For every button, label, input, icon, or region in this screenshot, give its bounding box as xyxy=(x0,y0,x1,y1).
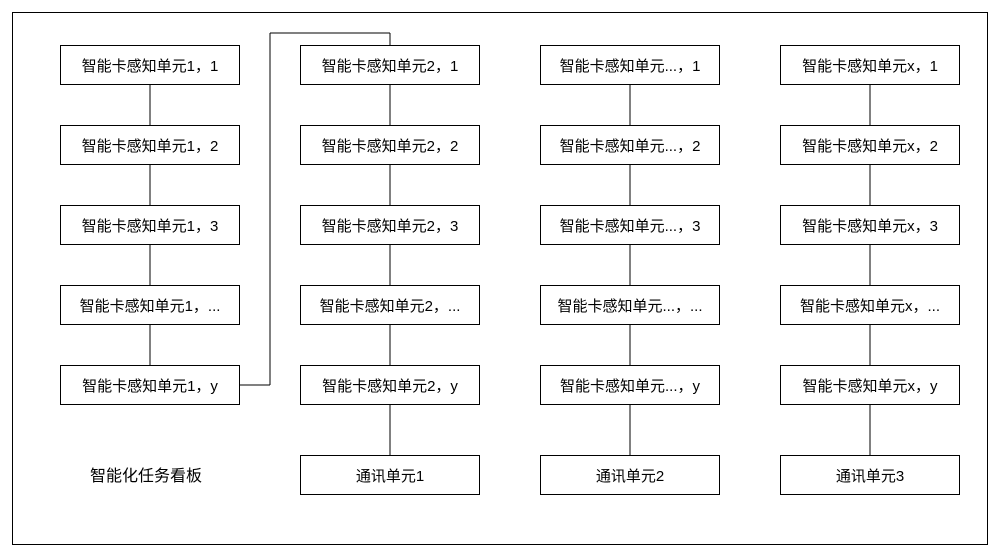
sensing-unit-node: 智能卡感知单元1，... xyxy=(60,285,240,325)
sensing-unit-node: 智能卡感知单元1，2 xyxy=(60,125,240,165)
sensing-unit-node: 智能卡感知单元x，1 xyxy=(780,45,960,85)
sensing-unit-node: 智能卡感知单元...，1 xyxy=(540,45,720,85)
sensing-unit-node: 智能卡感知单元x，y xyxy=(780,365,960,405)
sensing-unit-node: 智能卡感知单元...，y xyxy=(540,365,720,405)
sensing-unit-node: 智能卡感知单元2，... xyxy=(300,285,480,325)
board-caption: 智能化任务看板 xyxy=(90,462,202,486)
sensing-unit-node: 智能卡感知单元2，y xyxy=(300,365,480,405)
sensing-unit-node: 智能卡感知单元1，3 xyxy=(60,205,240,245)
sensing-unit-node: 智能卡感知单元2，2 xyxy=(300,125,480,165)
comm-unit-node: 通讯单元1 xyxy=(300,455,480,495)
comm-unit-node: 通讯单元3 xyxy=(780,455,960,495)
sensing-unit-node: 智能卡感知单元x，2 xyxy=(780,125,960,165)
sensing-unit-node: 智能卡感知单元x，3 xyxy=(780,205,960,245)
comm-unit-node: 通讯单元2 xyxy=(540,455,720,495)
sensing-unit-node: 智能卡感知单元1，y xyxy=(60,365,240,405)
sensing-unit-node: 智能卡感知单元2，3 xyxy=(300,205,480,245)
sensing-unit-node: 智能卡感知单元...，3 xyxy=(540,205,720,245)
sensing-unit-node: 智能卡感知单元...，2 xyxy=(540,125,720,165)
sensing-unit-node: 智能卡感知单元x，... xyxy=(780,285,960,325)
sensing-unit-node: 智能卡感知单元2，1 xyxy=(300,45,480,85)
sensing-unit-node: 智能卡感知单元...，... xyxy=(540,285,720,325)
sensing-unit-node: 智能卡感知单元1，1 xyxy=(60,45,240,85)
